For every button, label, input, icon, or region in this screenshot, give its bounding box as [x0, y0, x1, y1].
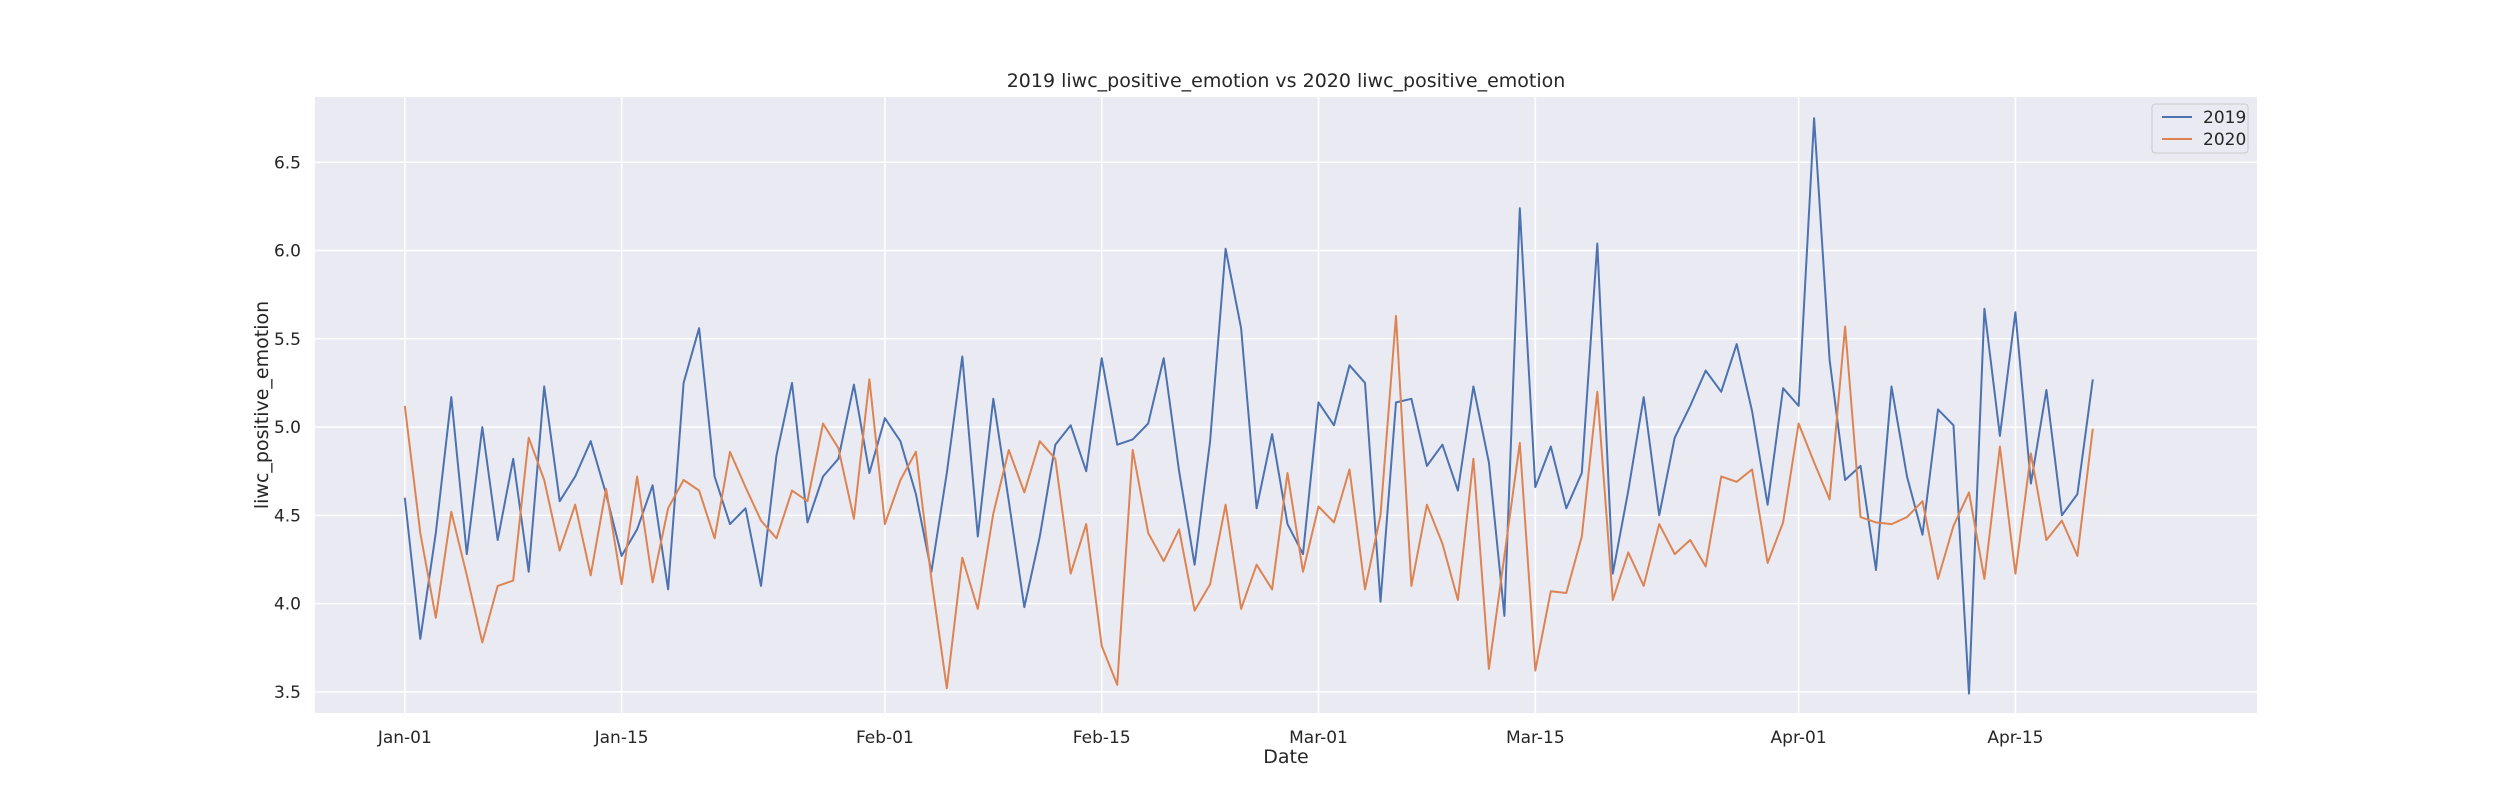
- x-axis-label: Date: [1263, 746, 1308, 768]
- x-tick-label: Feb-15: [1073, 728, 1131, 748]
- chart-title: 2019 liwc_positive_emotion vs 2020 liwc_…: [1007, 70, 1566, 92]
- y-tick-label: 4.0: [274, 595, 301, 615]
- y-tick-label: 6.0: [274, 242, 301, 262]
- series-line-2019: [403, 117, 2094, 695]
- series-group: [403, 117, 2094, 695]
- x-tick-label: Mar-01: [1289, 728, 1348, 748]
- y-axis-ticks: 3.5 4.0 4.5 5.0 5.5 6.0 6.5: [274, 153, 301, 703]
- y-tick-label: 3.5: [274, 683, 301, 703]
- x-tick-label: Apr-15: [1987, 728, 2043, 748]
- x-tick-label: Mar-15: [1506, 728, 1565, 748]
- legend-label-2019: 2019: [2203, 108, 2246, 128]
- x-tick-label: Feb-01: [856, 728, 914, 748]
- y-axis-label: liwc_positive_emotion: [251, 301, 273, 509]
- x-tick-label: Apr-01: [1771, 728, 1827, 748]
- plot-area: [315, 97, 2257, 713]
- series-line-2020: [403, 314, 2094, 690]
- y-tick-label: 5.5: [274, 330, 301, 350]
- y-tick-label: 4.5: [274, 506, 301, 526]
- y-tick-label: 5.0: [274, 418, 301, 438]
- x-tick-label: Jan-15: [594, 728, 649, 748]
- x-axis-ticks: Jan-01 Jan-15 Feb-01 Feb-15 Mar-01 Mar-15 Apr-…: [377, 728, 2044, 748]
- legend-label-2020: 2020: [2203, 130, 2246, 150]
- y-tick-label: 6.5: [274, 153, 301, 173]
- legend: 2019 2020: [2151, 103, 2249, 154]
- x-tick-label: Jan-01: [377, 728, 432, 748]
